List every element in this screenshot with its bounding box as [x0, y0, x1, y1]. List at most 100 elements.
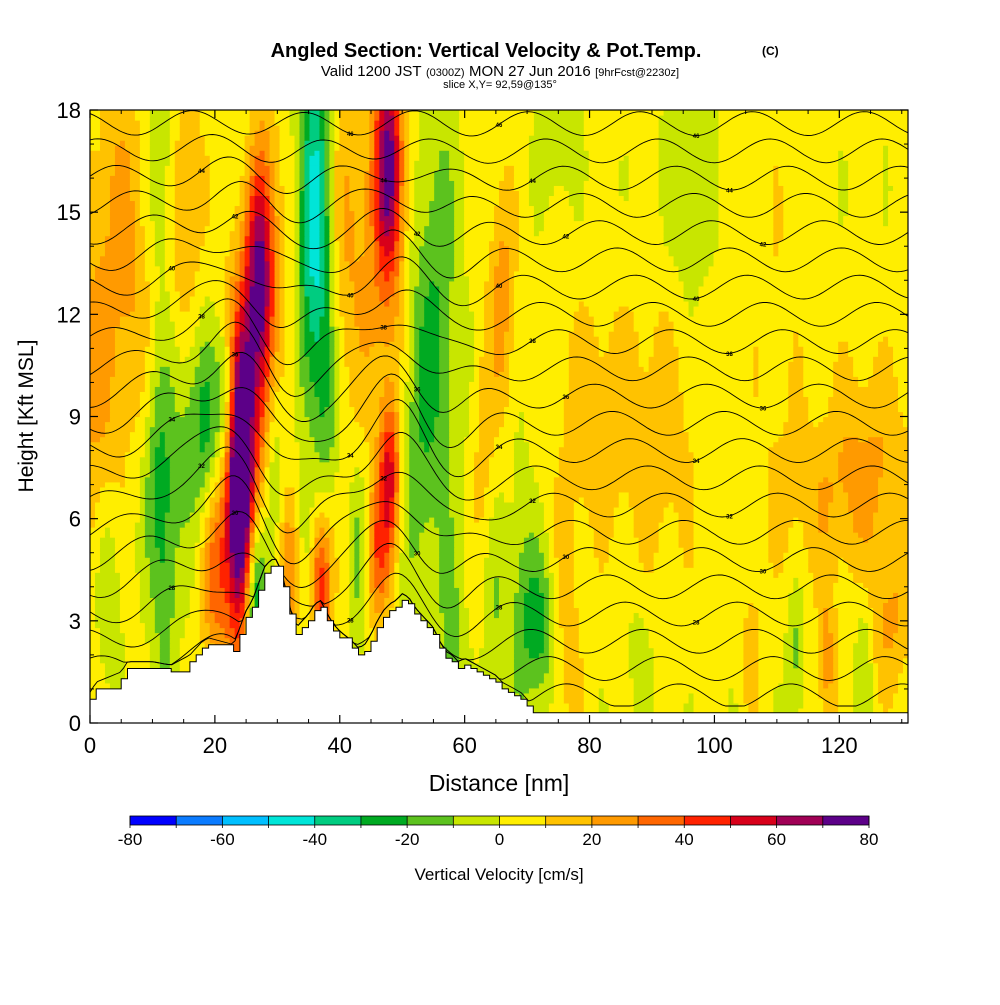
velocity-cell [399, 361, 410, 367]
velocity-cell [449, 300, 470, 307]
velocity-cell [379, 240, 395, 247]
velocity-cell [469, 421, 480, 428]
velocity-cell [499, 592, 515, 598]
velocity-cell [793, 652, 799, 659]
velocity-cell [269, 341, 276, 347]
velocity-cell [334, 346, 340, 352]
velocity-cell [653, 552, 685, 558]
velocity-cell [134, 230, 146, 237]
velocity-cell [90, 220, 111, 227]
velocity-cell [334, 310, 340, 317]
velocity-cell [853, 642, 869, 649]
velocity-cell [464, 441, 480, 448]
velocity-cell [224, 491, 231, 498]
velocity-cell [653, 341, 675, 347]
velocity-cell [354, 235, 365, 242]
velocity-cell [439, 346, 450, 352]
velocity-cell [409, 552, 415, 558]
velocity-cell [364, 557, 370, 563]
velocity-cell [154, 401, 176, 408]
velocity-cell [379, 431, 385, 438]
velocity-cell [204, 577, 211, 583]
velocity-cell [583, 682, 635, 689]
velocity-cell [179, 637, 201, 644]
velocity-cell [294, 537, 301, 543]
velocity-cell [229, 376, 236, 382]
velocity-cell [653, 336, 675, 342]
velocity-cell [249, 270, 256, 277]
velocity-cell [294, 220, 301, 227]
velocity-cell [304, 406, 321, 413]
velocity-cell [838, 466, 884, 473]
velocity-cell [204, 496, 211, 503]
velocity-cell [568, 361, 640, 367]
velocity-cell [199, 305, 216, 312]
velocity-cell [508, 366, 570, 372]
velocity-cell [324, 245, 331, 252]
velocity-cell [414, 396, 420, 403]
velocity-cell [324, 275, 331, 282]
velocity-cell [164, 215, 176, 222]
velocity-cell [144, 446, 151, 453]
velocity-cell [114, 557, 136, 563]
velocity-cell [269, 376, 276, 382]
velocity-cell [329, 321, 335, 327]
velocity-cell [379, 511, 385, 518]
velocity-cell [743, 667, 759, 674]
velocity-cell [264, 310, 271, 317]
velocity-cell [613, 532, 635, 538]
velocity-cell [853, 702, 874, 709]
velocity-cell [339, 386, 350, 392]
velocity-cell [164, 260, 176, 267]
velocity-cell [119, 481, 126, 488]
velocity-cell [164, 280, 176, 287]
velocity-cell [374, 481, 380, 488]
velocity-cell [369, 617, 390, 624]
velocity-cell [439, 597, 460, 604]
velocity-cell [374, 542, 390, 548]
velocity-cell [284, 371, 296, 377]
velocity-cell [768, 542, 789, 548]
velocity-cell [828, 506, 849, 513]
velocity-cell [583, 677, 635, 684]
velocity-cell [464, 506, 475, 513]
velocity-cell [289, 522, 296, 528]
velocity-cell [743, 617, 759, 624]
velocity-cell [394, 396, 400, 403]
velocity-cell [538, 537, 550, 543]
velocity-cell [683, 391, 754, 397]
velocity-cell [543, 567, 550, 573]
velocity-cell [279, 481, 301, 488]
velocity-cell [90, 466, 126, 473]
velocity-cell [154, 607, 176, 614]
velocity-cell [384, 486, 395, 493]
velocity-cell [484, 637, 515, 644]
velocity-cell [523, 421, 565, 428]
velocity-cell [234, 341, 241, 347]
velocity-cell [149, 466, 156, 473]
velocity-cell [803, 622, 819, 629]
velocity-cell [244, 602, 251, 609]
velocity-cell [409, 270, 420, 277]
velocity-cell [843, 557, 908, 563]
velocity-cell [743, 687, 759, 694]
velocity-cell [214, 351, 226, 357]
velocity-cell [199, 557, 206, 563]
velocity-cell [394, 476, 400, 483]
velocity-cell [309, 552, 316, 558]
velocity-cell [503, 491, 515, 498]
velocity-cell [449, 431, 470, 438]
velocity-cell [374, 532, 390, 538]
velocity-cell [548, 637, 555, 644]
velocity-cell [593, 552, 610, 558]
velocity-cell [259, 361, 266, 367]
velocity-cell [518, 552, 545, 558]
velocity-cell [154, 396, 176, 403]
velocity-cell [873, 627, 884, 634]
velocity-cell [249, 547, 256, 553]
velocity-cell [234, 451, 251, 458]
velocity-cell [364, 542, 370, 548]
velocity-cell [204, 506, 211, 513]
velocity-cell [853, 527, 874, 533]
